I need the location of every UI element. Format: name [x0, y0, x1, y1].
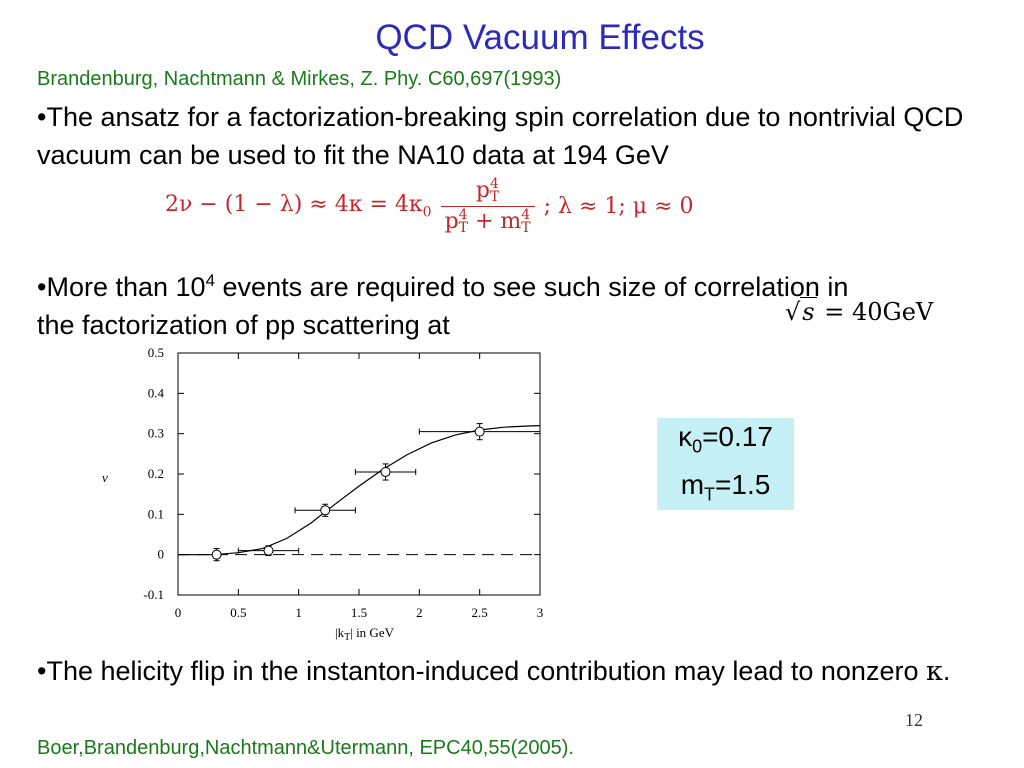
y-tick-label-2: 0.1 [148, 506, 164, 521]
param-kappa: κ [678, 421, 693, 452]
eq1-num-sub: T [489, 189, 500, 205]
y-tick-label-1: 0 [158, 547, 165, 562]
y-tick-label-0: -0.1 [143, 587, 164, 602]
reference-top: Brandenburg, Nachtmann & Mirkes, Z. Phy.… [37, 68, 562, 90]
plot-frame [177, 352, 541, 596]
y-tick-label-4: 0.3 [148, 426, 164, 441]
data-point-4 [474, 426, 485, 437]
eq1-rhs: ; λ ≈ 1; μ ≈ 0 [543, 194, 694, 219]
nu-vs-kt-plot: -0.1 0 0.1 0.2 0.3 0.4 0.5 0 0.5 1 1.5 2 2.5 3 ν |kT… [102, 345, 544, 643]
bullet-helicity-text: •The helicity flip in the instanton-indu… [37, 656, 926, 686]
data-point-0 [211, 549, 222, 560]
y-tick-label-5: 0.4 [148, 385, 165, 400]
bullet-helicity-end: . [942, 656, 951, 686]
fit-curve [178, 425, 541, 556]
bullet-events: •More than 104 events are required to se… [37, 262, 867, 344]
x-tick-label-1: 0.5 [230, 605, 246, 620]
slide-title: QCD Vacuum Effects [375, 18, 705, 57]
eq1-kappa-sub: 0 [422, 204, 432, 221]
bullet-helicity-kappa: κ [925, 656, 943, 687]
param-kappa-val: =0.17 [702, 421, 773, 452]
eq1-den-p: p [444, 209, 459, 234]
x-tick-label-3: 1.5 [351, 605, 367, 620]
eq1-den-m-sub: T [521, 220, 531, 236]
param-kappa-line: κ0=0.17 [657, 418, 794, 466]
x-axis-label-sub: T [344, 632, 350, 643]
bullet-events-part2: events are required to see such size of … [37, 272, 849, 340]
eq2-sqrt: √ [785, 298, 801, 326]
parameter-box: κ0=0.17 mT=1.5 [657, 418, 794, 510]
equation-sqrt-s: √s = 40GeV [785, 297, 934, 326]
x-axis-label: |kT| in GeV [335, 625, 395, 643]
eq2-rest: = 40GeV [816, 298, 934, 326]
reference-bottom: Boer,Brandenburg,Nachtmann&Utermann, EPC… [37, 737, 574, 759]
y-tick-label-3: 0.2 [148, 466, 164, 481]
eq1-lhs: 2ν − (1 − λ) ≈ 4κ = 4κ [165, 192, 423, 218]
x-tick-label-6: 3 [537, 605, 544, 620]
param-m-sub: T [704, 484, 716, 505]
data-point-3 [380, 466, 391, 477]
eq1-den-p-sup: 4 [458, 207, 468, 223]
eq1-den-p-sub: T [458, 220, 469, 236]
eq2-s: s [800, 297, 817, 326]
bullet-events-part1: •More than 10 [37, 272, 206, 302]
y-tick-label-6: 0.5 [148, 345, 164, 360]
x-axis-label-main: |k [335, 625, 345, 640]
x-tick-label-2: 1 [295, 605, 302, 620]
eq1-den-m-sup: 4 [521, 207, 531, 223]
x-tick-label-4: 2 [416, 605, 423, 620]
x-tick-group: 0 0.5 1 1.5 2 2.5 3 [175, 353, 544, 620]
eq1-num-p: p [475, 178, 490, 203]
bullet-ansatz: •The ansatz for a factorization-breaking… [37, 102, 964, 170]
data-points-group [211, 423, 541, 562]
data-point-2 [320, 505, 331, 516]
param-mt-line: mT=1.5 [657, 466, 794, 514]
bullet-helicity: •The helicity flip in the instanton-indu… [37, 652, 997, 691]
param-kappa-sub: 0 [692, 436, 703, 457]
y-tick-group: -0.1 0 0.1 0.2 0.3 0.4 0.5 [143, 345, 540, 602]
y-axis-label: ν [102, 470, 108, 485]
param-m: m [680, 468, 705, 500]
bullet-events-sup: 4 [205, 271, 216, 290]
x-axis-label-rest: | in GeV [350, 625, 394, 640]
data-point-1 [263, 545, 274, 556]
eq1-den-plus: + m [468, 209, 522, 234]
x-tick-label-5: 2.5 [472, 605, 488, 620]
eq1-num-sup: 4 [489, 176, 499, 192]
page-number: 12 [905, 710, 923, 730]
x-tick-label-0: 0 [175, 605, 182, 620]
param-m-val: =1.5 [715, 468, 771, 500]
